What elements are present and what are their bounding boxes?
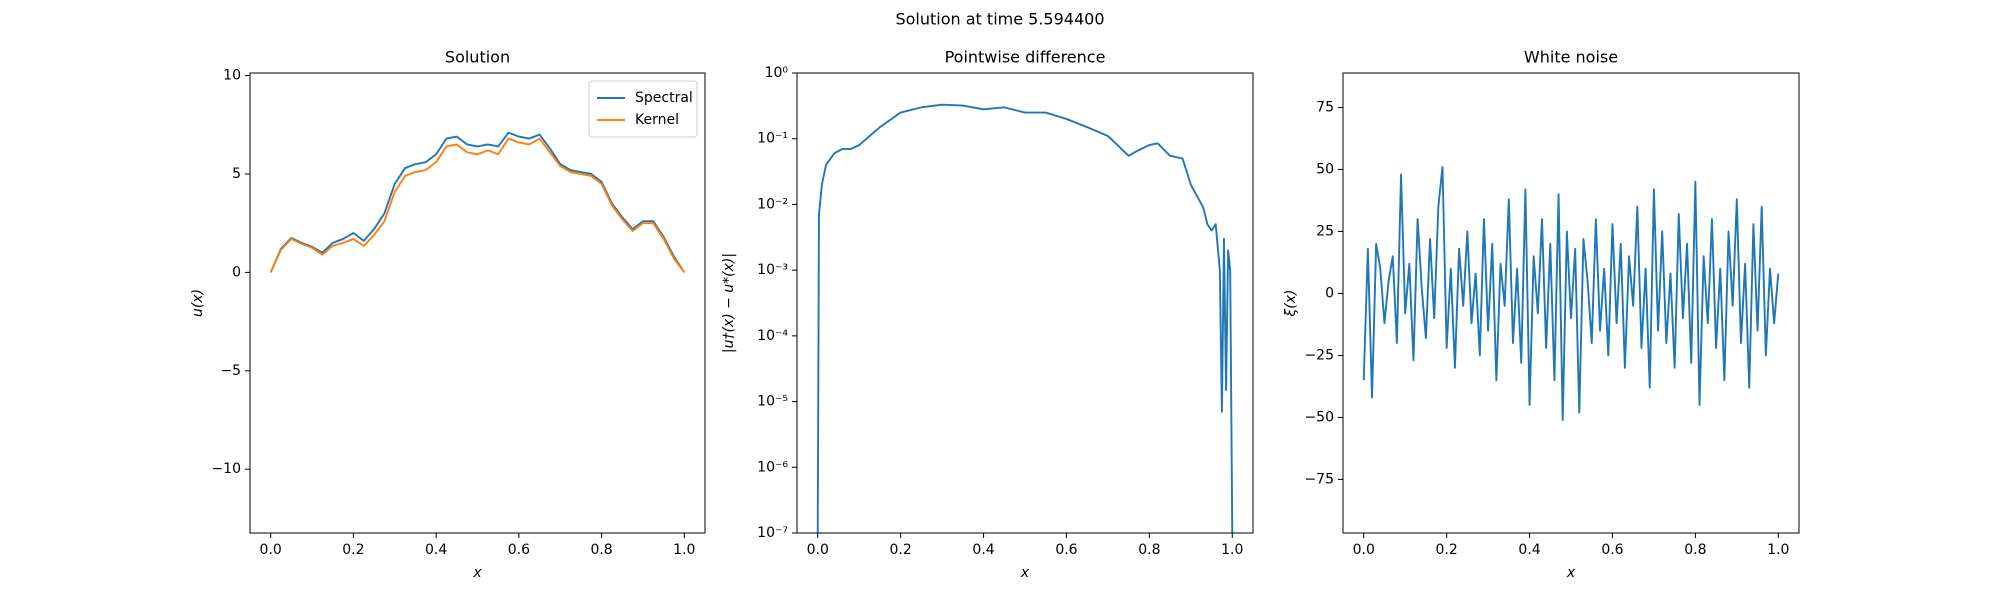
y-tick-label: 10 [223, 68, 241, 84]
axes-title: Solution [445, 48, 510, 67]
y-tick-label: 10⁻⁷ [757, 525, 788, 541]
x-axis-label: x [1566, 565, 1576, 581]
y-tick-label: −25 [1304, 347, 1334, 363]
y-tick-label: 50 [1316, 161, 1334, 177]
x-tick-label: 0.0 [260, 542, 282, 558]
legend-box [588, 80, 698, 138]
x-axis-label: x [1020, 565, 1030, 581]
x-axis-label: x [472, 565, 482, 581]
data-line [1362, 166, 1780, 421]
y-tick-label: 10⁻⁶ [757, 459, 788, 475]
x-tick-label: 0.6 [508, 542, 530, 558]
x-tick-label: 0.0 [1353, 542, 1375, 558]
y-axis-label: |u†(x) − u*(x)| [721, 253, 737, 353]
x-tick-label: 0.2 [342, 542, 364, 558]
legend-label: Kernel [635, 112, 679, 128]
y-tick-label: −10 [211, 461, 241, 477]
y-axis-label: ξ(x) [1283, 289, 1299, 317]
x-tick-label: 0.4 [425, 542, 447, 558]
y-tick-label: −5 [220, 363, 241, 379]
y-tick-label: 0 [232, 264, 241, 280]
y-tick-label: 10⁻² [757, 196, 788, 212]
x-tick-label: 0.2 [1436, 542, 1458, 558]
y-tick-label: 10⁻⁴ [757, 328, 788, 344]
y-tick-label: 0 [1325, 285, 1334, 301]
axes-frame [249, 72, 706, 534]
axes-title: White noise [1524, 48, 1618, 67]
x-tick-label: 0.6 [1601, 542, 1623, 558]
x-tick-label: 0.8 [1138, 542, 1160, 558]
x-tick-label: 1.0 [673, 542, 695, 558]
x-tick-label: 0.4 [1518, 542, 1540, 558]
y-tick-label: −75 [1304, 471, 1334, 487]
y-tick-label: 5 [232, 166, 241, 182]
data-line [269, 131, 686, 273]
x-tick-label: 1.0 [1767, 542, 1789, 558]
data-line [816, 103, 1234, 533]
axes-frame [796, 72, 1254, 534]
x-tick-label: 0.6 [1055, 542, 1077, 558]
y-tick-label: −50 [1304, 409, 1334, 425]
y-tick-label: 10⁻¹ [757, 131, 788, 147]
y-tick-label: 25 [1316, 223, 1334, 239]
x-tick-label: 0.2 [890, 542, 912, 558]
y-tick-label: 75 [1316, 99, 1334, 115]
y-tick-label: 10⁻⁵ [757, 394, 788, 410]
x-tick-label: 0.8 [590, 542, 612, 558]
x-tick-label: 0.8 [1684, 542, 1706, 558]
y-axis-label: u(x) [190, 289, 206, 317]
x-tick-label: 1.0 [1221, 542, 1243, 558]
x-tick-label: 0.0 [807, 542, 829, 558]
legend-label: Spectral [635, 90, 693, 106]
axes-title: Pointwise difference [945, 48, 1106, 67]
figure-title: Solution at time 5.594400 [895, 10, 1104, 29]
x-tick-label: 0.4 [972, 542, 994, 558]
y-tick-label: 10⁰ [765, 65, 789, 81]
y-tick-label: 10⁻³ [757, 262, 788, 278]
data-line [269, 137, 686, 273]
axes-frame [1342, 72, 1800, 534]
